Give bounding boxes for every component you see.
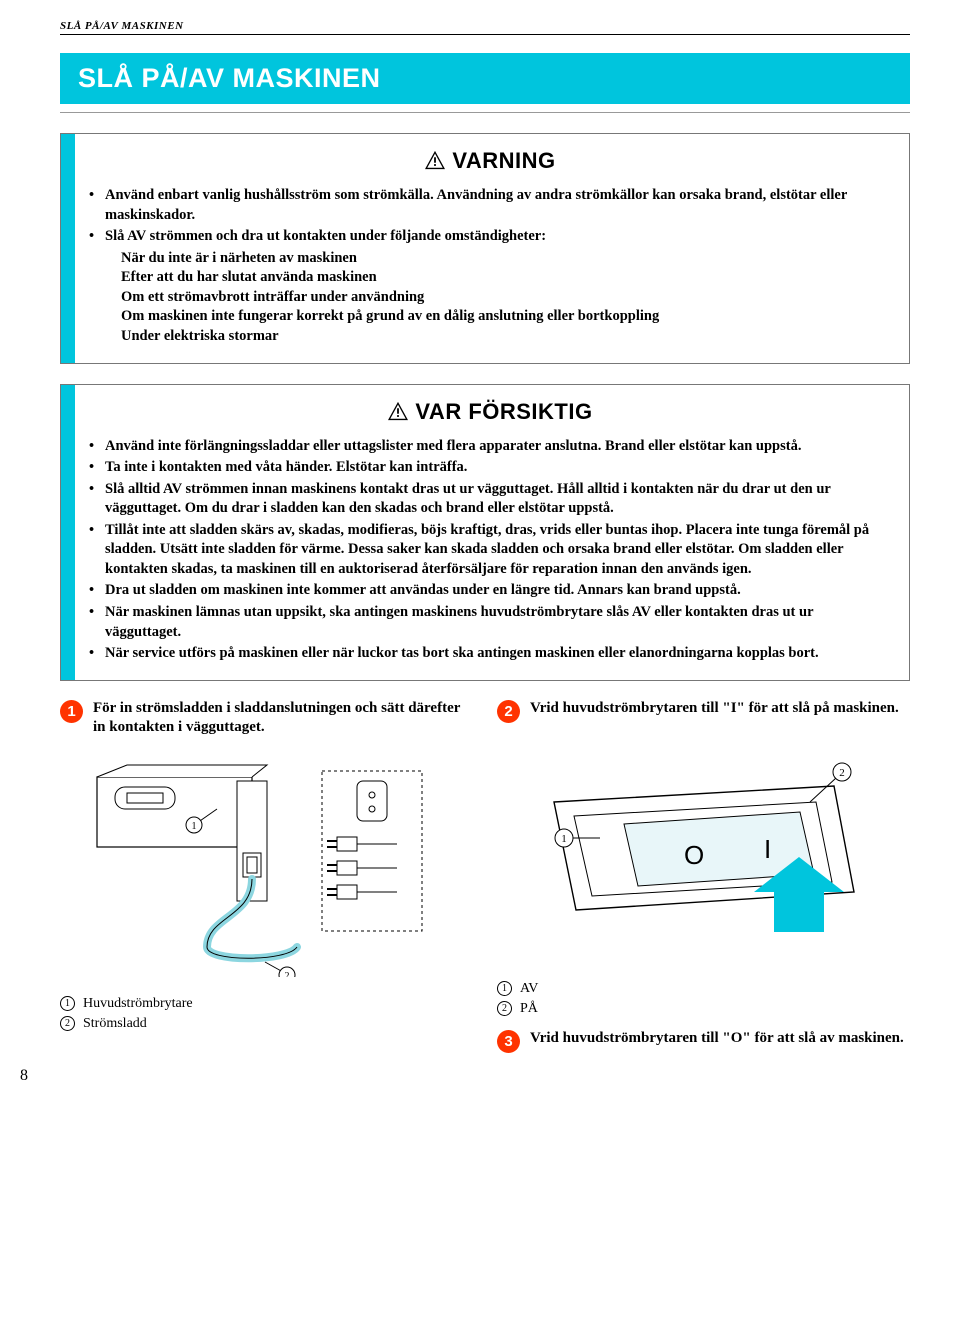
step-3-badge: 3: [497, 1030, 520, 1053]
caution-bullet: När maskinen lämnas utan uppsikt, ska an…: [89, 603, 891, 642]
warning-subline: Under elektriska stormar: [105, 327, 891, 347]
svg-text:O: O: [684, 840, 704, 870]
caution-bullet: Ta inte i kontakten med våta händer. Els…: [89, 458, 891, 478]
warning-subline: Om maskinen inte fungerar korrekt på gru…: [105, 307, 891, 327]
page-number: 8: [20, 1067, 28, 1085]
caution-title-row: VAR FÖRSIKTIG: [89, 399, 891, 427]
caution-title: VAR FÖRSIKTIG: [415, 399, 592, 424]
step-3-text: Vrid huvudströmbrytaren till "O" för att…: [530, 1029, 904, 1049]
warning-title-row: VARNING: [89, 148, 891, 176]
legend-right: 1 AV 2 PÅ: [497, 981, 910, 1017]
step-1-text: För in strömsladden i sladdanslutningen …: [93, 699, 473, 738]
svg-text:I: I: [764, 834, 771, 864]
caution-bullet: Slå alltid AV strömmen innan maskinens k…: [89, 480, 891, 519]
step-1-column: 1 För in strömsladden i sladdanslutninge…: [60, 699, 473, 1067]
caution-bullet: Använd inte förlängningssladdar eller ut…: [89, 437, 891, 457]
section-banner: SLÅ PÅ/AV MASKINEN: [60, 53, 910, 104]
callout-accent-bar: [61, 385, 75, 680]
warning-subline: Om ett strömavbrott inträffar under anvä…: [105, 288, 891, 308]
caution-bullet: Tillåt inte att sladden skärs av, skadas…: [89, 521, 891, 580]
callout-accent-bar: [61, 134, 75, 363]
step-2-badge: 2: [497, 700, 520, 723]
caution-bullet: Dra ut sladden om maskinen inte kommer a…: [89, 581, 891, 601]
legend-right-2: PÅ: [520, 1001, 538, 1017]
legend-left-1: Huvudströmbrytare: [83, 996, 193, 1012]
warning-callout: VARNING Använd enbart vanlig hushållsstr…: [60, 133, 910, 364]
head-rule: [60, 34, 910, 35]
warning-bullet: Använd enbart vanlig hushållsström som s…: [89, 186, 891, 225]
svg-text:1: 1: [191, 821, 196, 832]
legend-left: 1 Huvudströmbrytare 2 Strömsladd: [60, 996, 473, 1032]
step-2-text: Vrid huvudströmbrytaren till "I" för att…: [530, 699, 899, 719]
banner-underline: [60, 112, 910, 113]
warning-bullet: Slå AV strömmen och dra ut kontakten und…: [89, 227, 891, 346]
warning-icon: [424, 150, 446, 176]
svg-text:2: 2: [839, 767, 845, 779]
figure-power-cord: 1 2: [60, 752, 473, 982]
svg-text:2: 2: [284, 971, 289, 977]
caution-bullet: När service utförs på maskinen eller när…: [89, 644, 891, 664]
legend-marker-2: 2: [497, 1001, 512, 1016]
legend-marker-1: 1: [497, 981, 512, 996]
legend-left-2: Strömsladd: [83, 1016, 147, 1032]
legend-marker-1: 1: [60, 996, 75, 1011]
figure-power-switch: O I 1 2: [497, 737, 910, 967]
warning-title: VARNING: [452, 148, 555, 173]
warning-subline: Efter att du har slutat använda maskinen: [105, 268, 891, 288]
legend-right-1: AV: [520, 981, 538, 997]
svg-text:1: 1: [561, 833, 567, 845]
warning-icon: [387, 401, 409, 427]
legend-marker-2: 2: [60, 1016, 75, 1031]
running-head: SLÅ PÅ/AV MASKINEN: [60, 20, 910, 32]
caution-callout: VAR FÖRSIKTIG Använd inte förlängningssl…: [60, 384, 910, 681]
warning-subline: När du inte är i närheten av maskinen: [105, 249, 891, 269]
step-2-column: 2 Vrid huvudströmbrytaren till "I" för a…: [497, 699, 910, 1067]
warning-bullet-text: Slå AV strömmen och dra ut kontakten und…: [105, 228, 546, 244]
steps-row: 1 För in strömsladden i sladdanslutninge…: [60, 699, 910, 1067]
step-1-badge: 1: [60, 700, 83, 723]
